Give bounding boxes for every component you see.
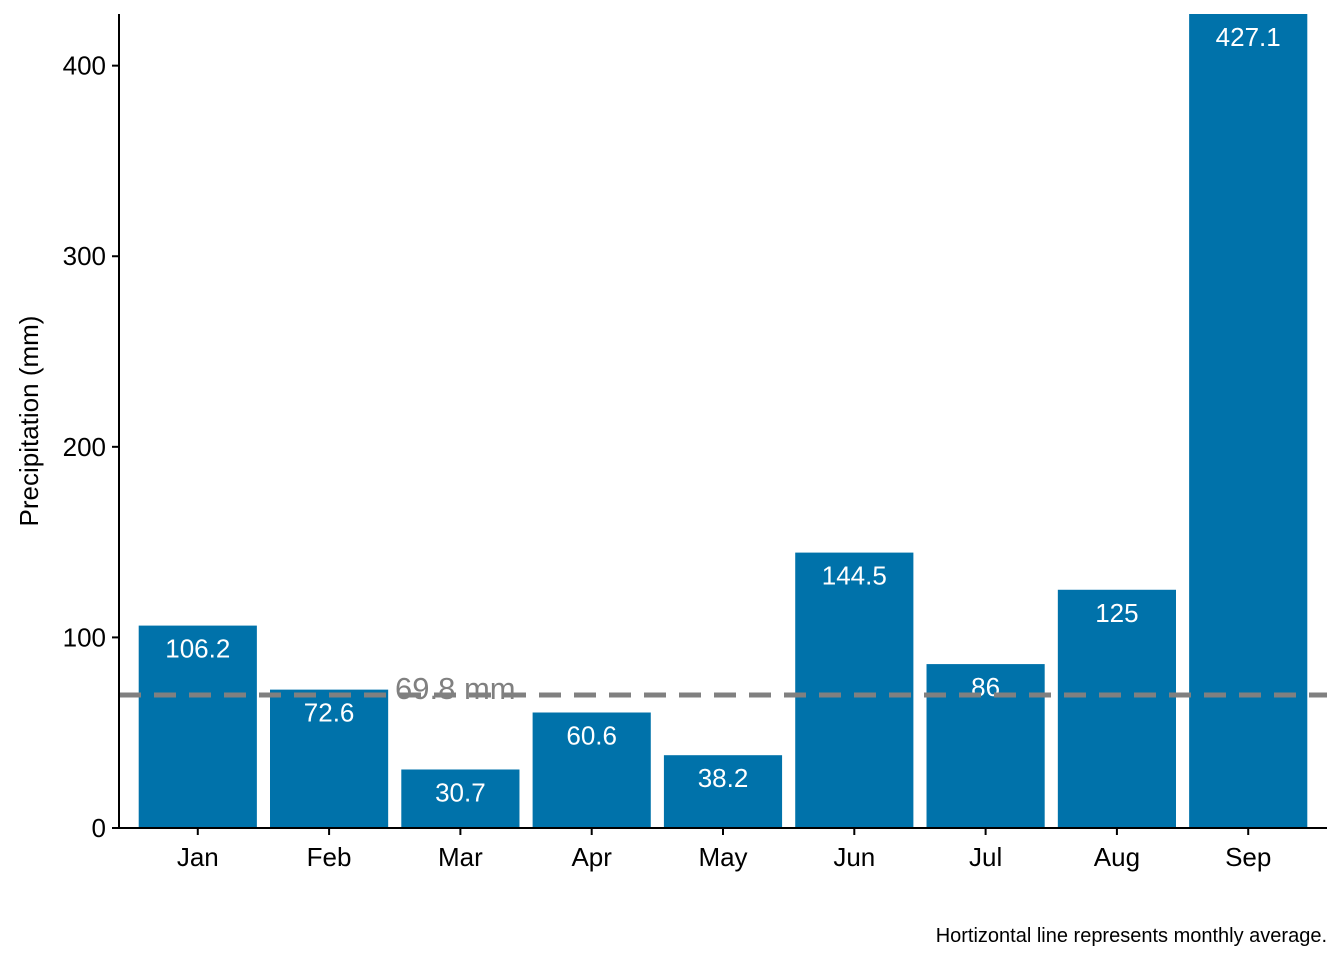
bar-value-label: 30.7 [435,777,486,807]
bar-value-label: 86 [971,672,1000,702]
bar-aug [1057,589,1176,828]
y-tick-label: 100 [63,622,106,652]
y-tick-label: 0 [92,813,106,843]
bar-value-label: 144.5 [822,561,887,591]
average-line-label: 69.8 mm [395,671,516,706]
bar-may [663,755,783,828]
bar-feb [270,689,389,828]
bar-jun [795,552,914,828]
bar-value-label: 106.2 [165,634,230,664]
x-tick-label: May [698,842,747,872]
bar-jan [138,625,257,828]
x-tick-label: Jan [177,842,219,872]
y-ticks-layer: 0 100 200 300 400 [63,51,119,843]
bar-mar [401,769,520,828]
y-tick-label: 200 [63,432,106,462]
bar-value-label: 60.6 [566,721,617,751]
chart-caption: Hortizontal line represents monthly aver… [936,925,1327,947]
x-tick-label: Aug [1094,842,1140,872]
x-tick-label: Feb [307,842,352,872]
y-tick-label: 400 [63,51,106,81]
bars-layer [138,14,1308,828]
y-tick-label: 300 [63,241,106,271]
bar-labels-layer: 106.2 72.6 30.7 60.6 38.2 144.5 86 125 427.1 [165,22,1281,807]
average-line-layer: 69.8 mm [119,671,1327,706]
bar-value-label: 427.1 [1216,22,1281,52]
x-tick-label: Mar [438,842,483,872]
x-ticks-layer: Jan Feb Mar Apr May Jun Jul Aug Sep [177,828,1271,872]
bar-sep [1189,14,1308,828]
bar-value-label: 72.6 [304,698,355,728]
x-tick-label: Sep [1225,842,1271,872]
x-tick-label: Apr [571,842,612,872]
bar-apr [532,712,651,828]
bar-value-label: 38.2 [698,763,749,793]
x-tick-label: Jun [833,842,875,872]
bar-jul [926,664,1045,828]
bar-value-label: 125 [1095,598,1138,628]
x-tick-label: Jul [969,842,1002,872]
y-axis-label: Precipitation (mm) [14,316,44,527]
